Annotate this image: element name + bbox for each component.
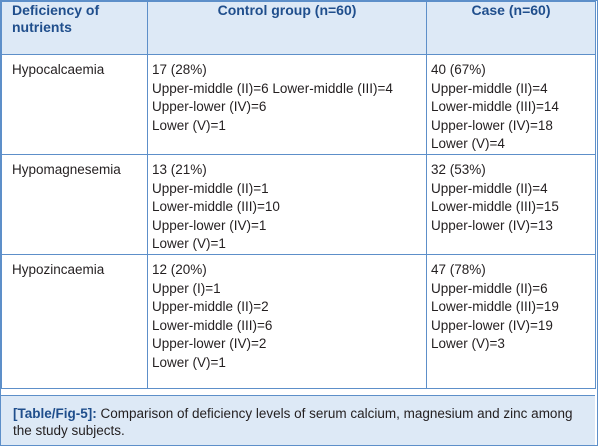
control-value-line: Lower-middle (III)=6 bbox=[152, 317, 273, 333]
control-value-line: Lower-middle (III)=10 bbox=[152, 199, 280, 215]
deficiency-name-cell: Hypocalcaemia bbox=[1, 54, 148, 155]
control-group-cell: 13 (21%) Upper-middle (II)=1 Lower-middle … bbox=[147, 153, 427, 255]
case-value-line: 40 (67%) bbox=[431, 62, 486, 77]
control-value-line: 13 (21%) bbox=[152, 161, 207, 177]
table-row: Hypocalcaemia 17 (28%) Upper-middle (II)=6… bbox=[1, 54, 596, 155]
caption-label: [Table/Fig-5]: bbox=[13, 406, 97, 421]
control-value-line: 17 (28%) bbox=[152, 62, 207, 77]
table-row: Hypozincaemia 12 (20%) Upper (I)=1 Upper-mi… bbox=[1, 253, 596, 389]
case-value-line: Lower (V)=3 bbox=[431, 336, 505, 352]
control-value-line: Upper (I)=1 bbox=[152, 280, 221, 296]
deficiency-table: Deficiency of nutrients Control group (n… bbox=[1, 1, 596, 389]
table-row: Hypomagnesemia 13 (21%) Upper-middle (II)=… bbox=[1, 153, 596, 255]
case-value-line: 32 (53%) bbox=[431, 161, 486, 177]
control-value-line: Upper-lower (IV)=6 bbox=[152, 99, 267, 115]
control-value-line: 12 (20%) bbox=[152, 261, 207, 277]
deficiency-name-cell: Hypozincaemia bbox=[1, 253, 148, 389]
case-cell: 40 (67%) Upper-middle (II)=4 Lower-middle … bbox=[426, 54, 596, 155]
control-value-line: Upper-lower (IV)=1 bbox=[152, 217, 267, 233]
case-value-line: Lower-middle (III)=15 bbox=[431, 199, 559, 215]
case-value-line: Upper-lower (IV)=19 bbox=[431, 317, 553, 333]
control-value-line: Upper-lower (IV)=2 bbox=[152, 336, 267, 352]
header-deficiency-line1: Deficiency of bbox=[12, 2, 100, 18]
control-value-line: Upper-middle (II)=6 Lower-middle (III)=4 bbox=[152, 80, 393, 96]
table-header-row: Deficiency of nutrients Control group (n… bbox=[1, 1, 596, 55]
case-cell: 47 (78%) Upper-middle (II)=6 Lower-middle … bbox=[426, 253, 596, 389]
case-cell: 32 (53%) Upper-middle (II)=4 Lower-middle … bbox=[426, 153, 596, 255]
case-value-line: Upper-lower (IV)=18 bbox=[431, 117, 553, 133]
control-value-line: Lower (V)=1 bbox=[152, 236, 226, 252]
case-value-line: Upper-middle (II)=4 bbox=[431, 80, 548, 96]
header-case: Case (n=60) bbox=[426, 1, 596, 55]
control-value-line: Upper-middle (II)=1 bbox=[152, 180, 269, 196]
control-value-line: Lower (V)=1 bbox=[152, 117, 226, 133]
deficiency-name-cell: Hypomagnesemia bbox=[1, 153, 148, 255]
case-value-line: Upper-middle (II)=6 bbox=[431, 280, 548, 296]
table-caption: [Table/Fig-5]: Comparison of deficiency … bbox=[1, 395, 595, 445]
control-value-line: Upper-middle (II)=2 bbox=[152, 299, 269, 315]
case-value-line: Lower-middle (III)=14 bbox=[431, 99, 559, 115]
case-value-line: Lower (V)=4 bbox=[431, 136, 505, 152]
caption-text: Comparison of deficiency levels of serum… bbox=[13, 406, 573, 438]
header-deficiency: Deficiency of nutrients bbox=[1, 1, 148, 55]
case-value-line: Upper-lower (IV)=13 bbox=[431, 217, 553, 233]
case-value-line: 47 (78%) bbox=[431, 261, 486, 277]
header-control-group: Control group (n=60) bbox=[147, 1, 427, 55]
control-value-line: Lower (V)=1 bbox=[152, 354, 226, 370]
case-value-line: Lower-middle (III)=19 bbox=[431, 299, 559, 315]
control-group-cell: 17 (28%) Upper-middle (II)=6 Lower-middle… bbox=[147, 54, 427, 155]
case-value-line: Upper-middle (II)=4 bbox=[431, 180, 548, 196]
control-group-cell: 12 (20%) Upper (I)=1 Upper-middle (II)=2 Lo… bbox=[147, 253, 427, 389]
header-deficiency-line2: nutrients bbox=[12, 19, 72, 35]
